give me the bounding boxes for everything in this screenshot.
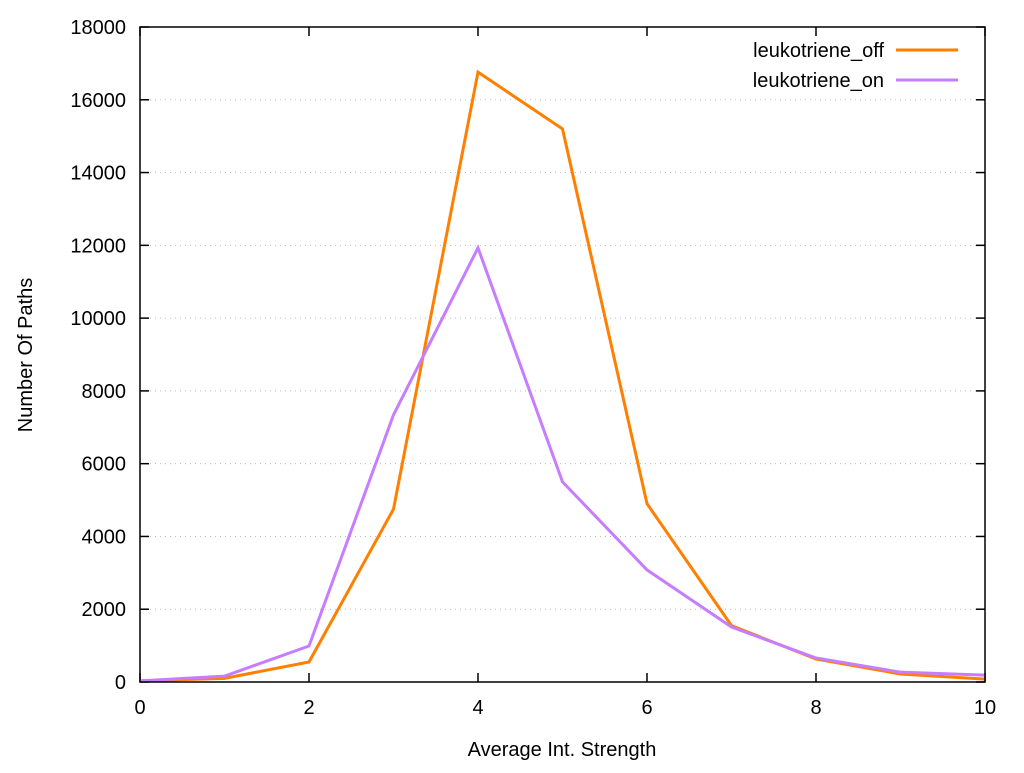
- plot-frame: [139, 26, 986, 683]
- axis-ticks: 0 2000 4000 6000 8000 10000 12000 14000 16000 180…: [70, 17, 996, 719]
- y-tick-label: 14000: [70, 163, 126, 185]
- y-tick-label: 12000: [70, 235, 126, 257]
- series-line-leukotriene_off: [139, 69, 986, 683]
- y-tick-label: 8000: [82, 381, 127, 403]
- legend: leukotriene_off leukotriene_on: [753, 40, 958, 92]
- series-lines: [139, 69, 986, 683]
- y-tick-label: 0: [115, 672, 126, 694]
- y-axis-label: Number Of Paths: [15, 278, 37, 433]
- x-tick-label: 4: [472, 697, 483, 719]
- y-tick-label: 2000: [82, 599, 127, 621]
- x-tick-label: 0: [134, 697, 145, 719]
- y-tick-label: 10000: [70, 308, 126, 330]
- y-tick-label: 6000: [82, 454, 127, 476]
- series-line-leukotriene_on: [139, 244, 986, 683]
- x-tick-label: 10: [974, 697, 996, 719]
- y-tick-label: 18000: [70, 17, 126, 39]
- legend-label: leukotriene_off: [753, 40, 884, 62]
- x-axis-label: Average Int. Strength: [468, 739, 657, 761]
- grid-lines: [140, 99, 985, 610]
- y-tick-label: 16000: [70, 90, 126, 112]
- x-tick-label: 8: [810, 697, 821, 719]
- legend-label: leukotriene_on: [753, 70, 884, 92]
- y-tick-label: 4000: [82, 526, 127, 548]
- x-tick-label: 2: [303, 697, 314, 719]
- x-tick-label: 6: [641, 697, 652, 719]
